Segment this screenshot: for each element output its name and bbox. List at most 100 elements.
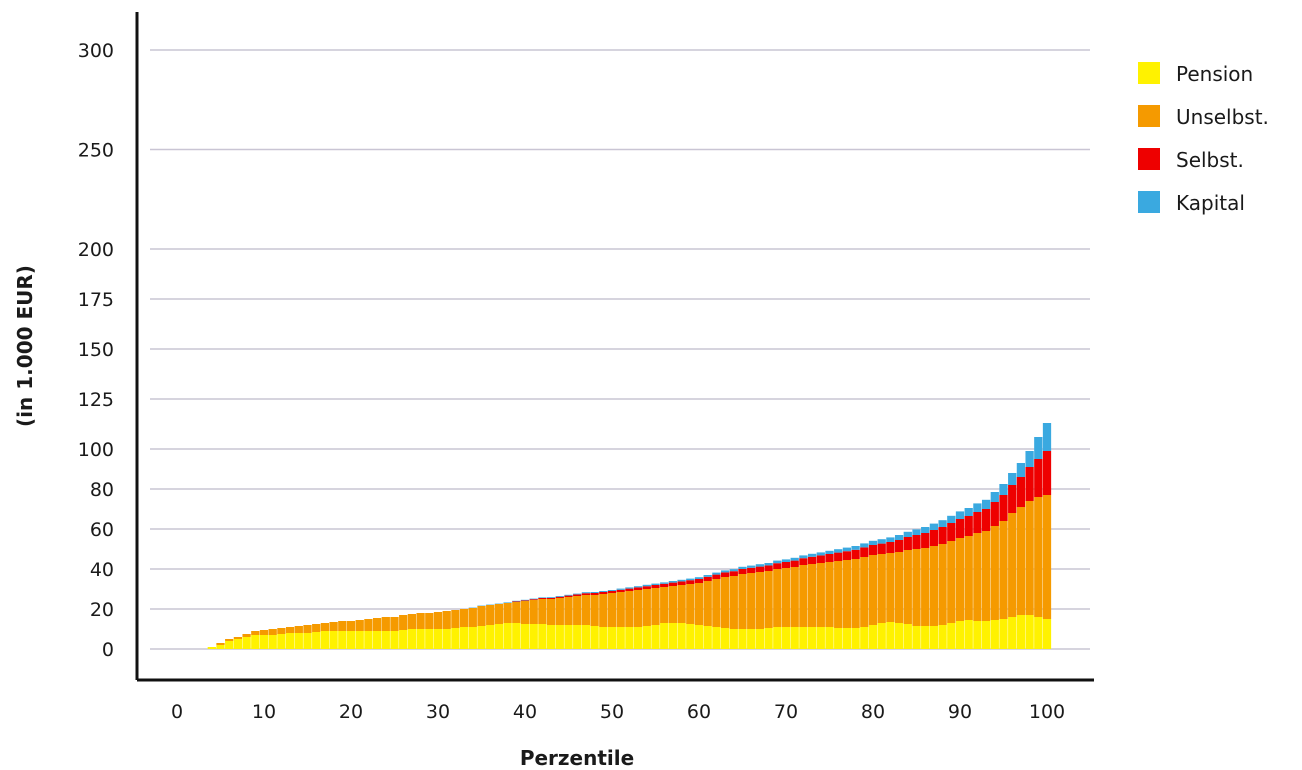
bar-segment-unselbst [686,584,695,624]
bar-segment-pension [877,623,886,649]
bar-segment-unselbst [973,533,982,621]
bar-segment-pension [425,629,434,649]
bar-segment-selbst [1008,485,1017,513]
bar-segment-kapital [564,594,573,596]
bar-segment-unselbst [921,548,930,626]
bar-segment-kapital [999,484,1008,495]
bar-segment-kapital [903,531,912,537]
bar-segment-selbst [860,547,869,557]
bar-segment-unselbst [546,599,556,625]
bar-segment-unselbst [407,614,417,629]
bar-segment-unselbst [477,606,486,626]
bar-segment-unselbst [616,592,625,627]
bar-segment-pension [442,629,451,649]
bar-segment-unselbst [903,550,912,624]
bar-segment-kapital [703,575,712,577]
bar-segment-selbst [903,537,912,550]
bar-segment-selbst [712,574,721,579]
bar-segment-kapital [834,549,843,553]
bar-segment-selbst [729,571,738,576]
bar-segment-selbst [720,572,730,577]
bar-segment-pension [590,626,599,649]
bar-segment-kapital [894,535,904,540]
bar-segment-kapital [573,593,582,595]
bar-segment-kapital [755,564,765,567]
bar-segment-unselbst [468,608,477,627]
bar-segment-unselbst [216,643,225,645]
bar-segment-selbst [973,512,982,533]
bar-segment-selbst [607,591,617,593]
bar-segment-pension [790,627,799,649]
bar-segment-kapital [912,529,921,535]
bar-segment-kapital [1034,437,1043,459]
bar-segment-pension [259,635,269,649]
bar-segment-unselbst [581,595,591,625]
bar-segment-pension [477,626,486,649]
bar-segment-kapital [886,537,895,542]
bar-segment-pension [277,634,286,649]
bar-segment-unselbst [277,628,286,634]
bar-segment-kapital [842,547,852,552]
bar-segment-pension [268,635,277,649]
bar-segment-kapital [660,582,669,584]
bar-segment-unselbst [372,618,382,631]
bar-segment-kapital [938,520,947,527]
bar-segment-unselbst [312,624,321,632]
bar-segment-kapital [1042,423,1052,451]
bar-segment-selbst [825,554,834,562]
y-tick-label: 200 [78,239,114,261]
bar-segment-pension [207,647,216,649]
bar-segment-selbst [668,582,678,586]
bar-segment-unselbst [442,611,451,629]
bar-segment-selbst [633,587,643,590]
bar-segment-pension [851,628,860,649]
bar-segment-unselbst [807,564,817,627]
bar-segment-pension [381,631,390,649]
bar-segment-unselbst [720,577,730,628]
bar-segment-unselbst [520,601,530,624]
bar-segment-selbst [660,583,669,587]
bar-segment-selbst [1016,477,1026,507]
bar-segment-unselbst [251,631,260,635]
bar-segment-pension [842,628,852,649]
bar-segment-kapital [738,566,747,569]
bar-segment-pension [399,630,408,649]
x-tick-label: 100 [1029,701,1065,723]
bar-segment-kapital [529,598,538,600]
bar-segment-pension [712,627,721,649]
bar-segment-unselbst [860,557,869,627]
bar-segment-pension [355,631,364,649]
axes [135,12,1094,682]
bar-segment-selbst [781,562,791,568]
bar-segment-pension [520,624,530,649]
bar-segment-unselbst [755,572,765,629]
legend: Pension Unselbst. Selbst. Kapital [1138,62,1269,215]
bar-segment-kapital [651,583,660,585]
legend-swatch [1138,148,1160,170]
bar-segment-selbst [921,533,930,548]
y-tick-label: 20 [90,599,114,621]
bar-segment-pension [459,627,469,649]
bar-segment-selbst [747,567,756,573]
y-tick-label: 150 [78,339,114,361]
bar-segment-pension [807,627,817,649]
bar-segment-kapital [921,527,930,533]
bar-segment-unselbst [668,586,678,623]
y-tick-label: 300 [78,40,114,62]
y-tick-label: 100 [78,439,114,461]
bar-segment-unselbst [225,639,234,641]
bar-segment-kapital [677,579,686,582]
bar-segment-selbst [894,540,904,552]
bar-segment-kapital [851,546,860,550]
bar-segment-unselbst [1008,513,1017,617]
bar-segment-pension [764,628,773,649]
bar-segment-pension [720,628,730,649]
bar-segment-selbst [764,565,773,571]
bar-segment-kapital [720,570,730,573]
bar-segment-unselbst [416,613,425,629]
bar-segment-pension [616,627,625,649]
bar-segment-kapital [607,590,617,591]
bar-segment-selbst [964,516,973,536]
bar-segment-pension [834,628,843,649]
bar-segment-kapital [981,499,991,509]
